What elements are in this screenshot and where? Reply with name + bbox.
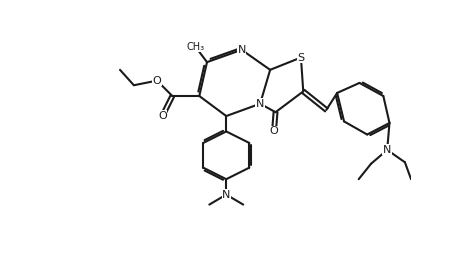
Text: O: O: [270, 126, 278, 136]
Text: N: N: [256, 99, 264, 109]
Text: S: S: [297, 53, 305, 62]
Text: N: N: [383, 145, 392, 155]
Text: CH₃: CH₃: [186, 42, 205, 52]
Text: N: N: [237, 45, 246, 55]
Text: O: O: [153, 76, 161, 85]
Text: O: O: [158, 111, 167, 121]
Text: N: N: [222, 190, 230, 199]
